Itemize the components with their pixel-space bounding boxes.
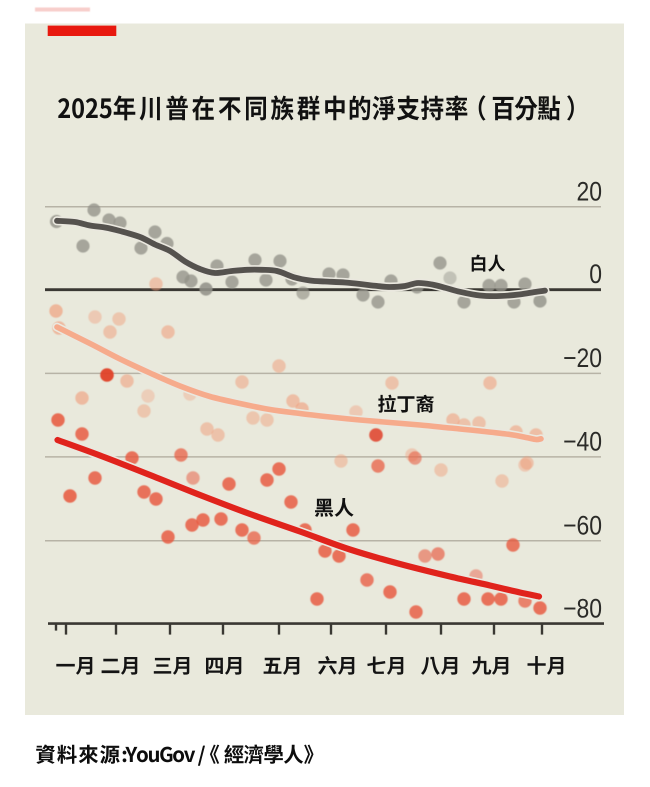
svg-text:−60: −60 <box>563 511 602 541</box>
svg-text:−40: −40 <box>563 427 602 457</box>
svg-text:−80: −80 <box>563 594 602 624</box>
svg-text:−20: −20 <box>563 343 602 373</box>
svg-text:20: 20 <box>576 177 602 207</box>
svg-text:0: 0 <box>589 259 602 289</box>
